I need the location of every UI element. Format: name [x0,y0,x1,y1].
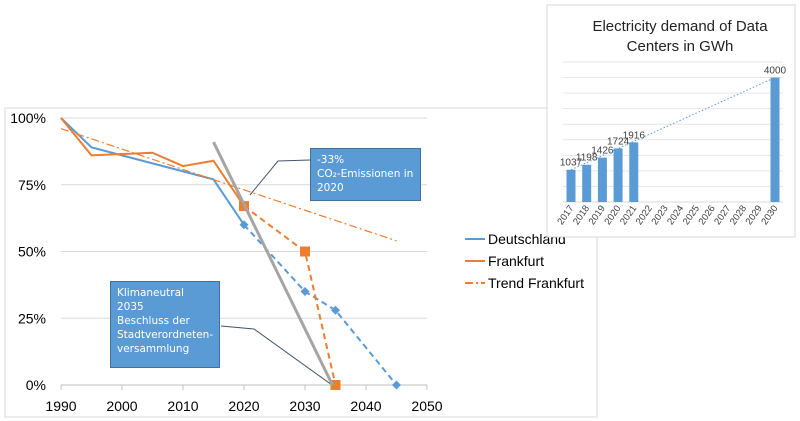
callout-leader [220,325,333,386]
callout-line: 2020 [317,182,344,194]
callout-klimaneutral-2035: Klimaneutral 2035 Beschluss der Stadtver… [110,281,220,368]
x-tick-label: 2030 [289,398,320,414]
series-line-projection-5 [212,141,334,386]
series-line-projection-4 [243,205,337,386]
series-line-frankfurt [60,117,245,207]
callout-leader [249,159,311,196]
callout-line: Beschluss der [117,315,190,327]
y-tick-label: 50% [18,244,46,260]
x-tick-label: 2010 [167,398,198,414]
y-tick-label: 100% [10,110,46,126]
data-point-diamond [331,305,340,315]
data-point-square [300,246,310,257]
x-tick-label: 2020 [228,398,259,414]
chart-frame [4,107,598,418]
data-point-diamond [392,380,401,390]
x-tick-label: 2050 [411,398,442,414]
callout-line: Stadtverordneten- [117,329,214,341]
callout-co2-2020: -33% CO₂-Emissionen in 2020 [310,148,421,201]
data-point-square [330,380,341,390]
callout-line: versammlung [117,343,190,355]
legend-label-frankfurt: Frankfurt [488,253,544,269]
y-tick-label: 25% [18,310,46,326]
y-tick-label: 75% [18,177,46,193]
callout-line: CO₂-Emissionen in [317,168,414,180]
series-line-projection-3 [243,224,398,386]
callout-line: Klimaneutral 2035 [117,287,184,313]
series-line-trend-frankfurt [60,128,397,242]
legend-label-deutschland: Deutschland [488,231,566,247]
y-tick-label: 0% [26,377,46,393]
data-point-diamond [239,220,249,230]
x-tick-label: 2000 [106,398,137,414]
data-point-diamond [300,287,310,297]
callout-line: -33% [317,154,345,166]
legend-label-trend-frankfurt: Trend Frankfurt [488,275,584,291]
x-tick-label: 2040 [350,398,381,414]
x-tick-label: 1990 [45,398,76,414]
